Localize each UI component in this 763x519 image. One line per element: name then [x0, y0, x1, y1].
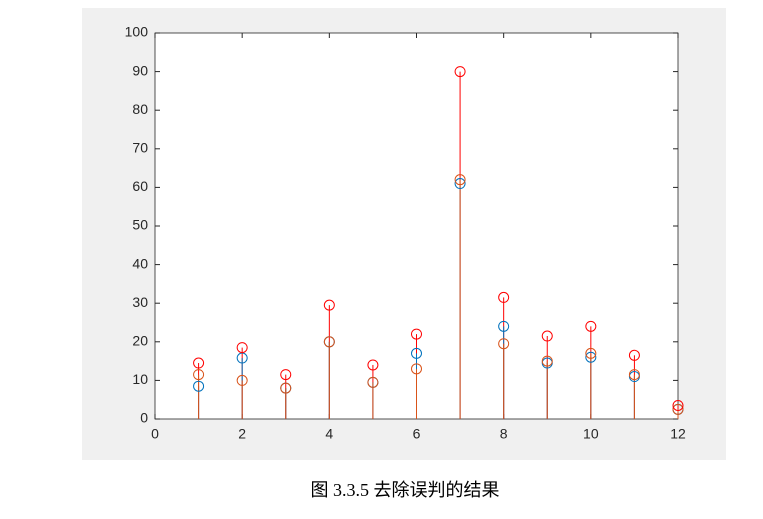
x-tick-label: 12 [670, 426, 686, 442]
stem-marker [193, 357, 205, 369]
stem-marker [541, 355, 553, 367]
y-tick-label: 100 [125, 24, 149, 40]
stem-marker [367, 359, 379, 371]
y-tick-label: 70 [132, 140, 148, 156]
stem-marker [411, 347, 422, 359]
stem-marker [628, 349, 640, 361]
stem-marker [585, 320, 597, 332]
stem-marker [193, 380, 205, 392]
stem-marker [280, 369, 292, 381]
x-tick-label: 10 [583, 426, 599, 442]
stem-marker [454, 66, 466, 78]
y-tick-label: 50 [132, 217, 148, 233]
stem-marker [585, 347, 597, 359]
y-tick-label: 10 [132, 371, 148, 387]
stem-marker [541, 330, 553, 342]
stem-marker [193, 369, 205, 381]
x-tick-label: 8 [500, 426, 508, 442]
x-tick-label: 0 [151, 426, 159, 442]
stem-marker [672, 403, 684, 415]
x-tick-label: 6 [413, 426, 421, 442]
x-tick-label: 2 [238, 426, 246, 442]
stem-marker [498, 291, 510, 303]
y-tick-label: 30 [132, 294, 148, 310]
y-tick-label: 80 [132, 101, 148, 117]
stem-marker [672, 399, 684, 411]
stem-marker [323, 336, 335, 348]
stem-marker [498, 338, 510, 350]
stem-marker [236, 342, 248, 354]
stem-marker [454, 174, 466, 186]
stem-marker [367, 376, 379, 388]
stem-marker [280, 382, 292, 394]
stem-marker [498, 320, 510, 332]
stem-marker [454, 178, 466, 190]
stem-marker [236, 374, 248, 386]
y-tick-label: 60 [132, 178, 148, 194]
stem-marker [323, 299, 335, 311]
y-tick-label: 0 [140, 410, 148, 426]
stem-marker [628, 369, 640, 381]
y-tick-label: 20 [132, 333, 148, 349]
x-tick-label: 4 [325, 426, 333, 442]
y-tick-label: 40 [132, 255, 148, 271]
stem-marker [585, 351, 597, 363]
stem-marker [411, 328, 422, 340]
caption: 图 3.3.5 去除误判的结果 [311, 480, 500, 500]
y-tick-label: 90 [132, 62, 148, 78]
stem-marker [411, 363, 422, 375]
